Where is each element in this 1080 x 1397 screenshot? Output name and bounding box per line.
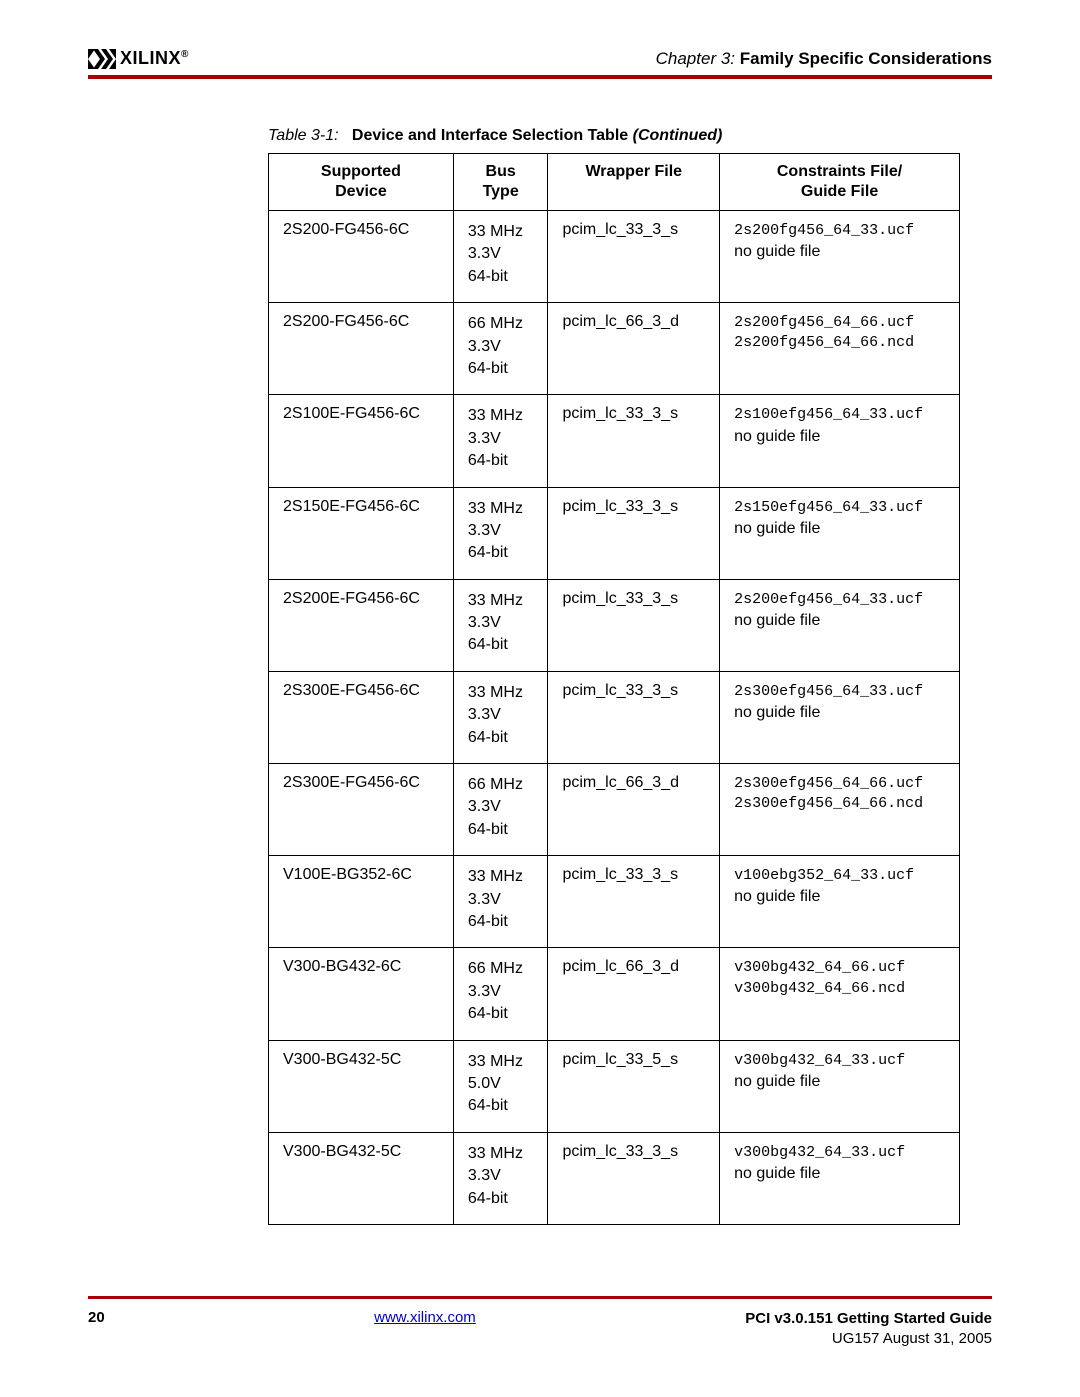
cell-constraints-file: 2s300efg456_64_66.ucf2s300efg456_64_66.n… bbox=[720, 764, 960, 856]
cell-wrapper-file: pcim_lc_33_3_s bbox=[548, 395, 720, 487]
table-row: 2S200E-FG456-6C33 MHz3.3V64-bitpcim_lc_3… bbox=[269, 579, 960, 671]
table-row: 2S100E-FG456-6C33 MHz3.3V64-bitpcim_lc_3… bbox=[269, 395, 960, 487]
cell-bus-type: 33 MHz3.3V64-bit bbox=[453, 395, 548, 487]
cell-wrapper-file: pcim_lc_66_3_d bbox=[548, 303, 720, 395]
col-header-device: SupportedDevice bbox=[269, 154, 454, 211]
logo-text: XILINX® bbox=[120, 48, 189, 69]
table-caption: Table 3-1: Device and Interface Selectio… bbox=[268, 127, 992, 145]
table-row: V300-BG432-5C33 MHz3.3V64-bitpcim_lc_33_… bbox=[269, 1132, 960, 1224]
col-header-wrapper: Wrapper File bbox=[548, 154, 720, 211]
cell-constraints-file: 2s300efg456_64_33.ucfno guide file bbox=[720, 671, 960, 763]
col-header-bus: BusType bbox=[453, 154, 548, 211]
cell-constraints-file: 2s200fg456_64_66.ucf2s200fg456_64_66.ncd bbox=[720, 303, 960, 395]
cell-device: V300-BG432-5C bbox=[269, 1132, 454, 1224]
header-rule bbox=[88, 75, 992, 79]
cell-device: 2S200-FG456-6C bbox=[269, 211, 454, 303]
page-footer: 20 www.xilinx.com PCI v3.0.151 Getting S… bbox=[88, 1296, 992, 1350]
chapter-name: Family Specific Considerations bbox=[740, 49, 992, 68]
cell-bus-type: 66 MHz3.3V64-bit bbox=[453, 764, 548, 856]
logo-name: XILINX bbox=[120, 48, 181, 68]
cell-bus-type: 33 MHz5.0V64-bit bbox=[453, 1040, 548, 1132]
cell-device: V300-BG432-5C bbox=[269, 1040, 454, 1132]
cell-constraints-file: v300bg432_64_33.ucfno guide file bbox=[720, 1132, 960, 1224]
cell-wrapper-file: pcim_lc_66_3_d bbox=[548, 764, 720, 856]
cell-device: V100E-BG352-6C bbox=[269, 856, 454, 948]
logo-registered-mark: ® bbox=[181, 49, 189, 60]
cell-device: V300-BG432-6C bbox=[269, 948, 454, 1040]
table-row: 2S200-FG456-6C66 MHz3.3V64-bitpcim_lc_66… bbox=[269, 303, 960, 395]
device-selection-table: SupportedDevice BusType Wrapper File Con… bbox=[268, 153, 960, 1225]
cell-bus-type: 33 MHz3.3V64-bit bbox=[453, 211, 548, 303]
cell-constraints-file: 2s100efg456_64_33.ucfno guide file bbox=[720, 395, 960, 487]
cell-wrapper-file: pcim_lc_33_3_s bbox=[548, 671, 720, 763]
doc-title: PCI v3.0.151 Getting Started Guide bbox=[745, 1309, 992, 1329]
cell-constraints-file: v100ebg352_64_33.ucfno guide file bbox=[720, 856, 960, 948]
cell-wrapper-file: pcim_lc_33_3_s bbox=[548, 579, 720, 671]
table-row: 2S300E-FG456-6C33 MHz3.3V64-bitpcim_lc_3… bbox=[269, 671, 960, 763]
cell-wrapper-file: pcim_lc_33_3_s bbox=[548, 487, 720, 579]
chapter-label: Chapter 3: bbox=[656, 49, 735, 68]
footer-rule bbox=[88, 1296, 992, 1299]
cell-wrapper-file: pcim_lc_66_3_d bbox=[548, 948, 720, 1040]
caption-suffix: (Continued) bbox=[633, 127, 723, 144]
cell-device: 2S150E-FG456-6C bbox=[269, 487, 454, 579]
chapter-title: Chapter 3: Family Specific Consideration… bbox=[656, 49, 992, 69]
table-row: V100E-BG352-6C33 MHz3.3V64-bitpcim_lc_33… bbox=[269, 856, 960, 948]
table-row: 2S150E-FG456-6C33 MHz3.3V64-bitpcim_lc_3… bbox=[269, 487, 960, 579]
cell-device: 2S300E-FG456-6C bbox=[269, 764, 454, 856]
page-number: 20 bbox=[88, 1309, 105, 1326]
col-header-constraints: Constraints File/Guide File bbox=[720, 154, 960, 211]
table-row: 2S200-FG456-6C33 MHz3.3V64-bitpcim_lc_33… bbox=[269, 211, 960, 303]
xilinx-logo: XILINX® bbox=[88, 48, 189, 69]
cell-bus-type: 33 MHz3.3V64-bit bbox=[453, 1132, 548, 1224]
cell-bus-type: 66 MHz3.3V64-bit bbox=[453, 948, 548, 1040]
cell-wrapper-file: pcim_lc_33_3_s bbox=[548, 856, 720, 948]
cell-device: 2S300E-FG456-6C bbox=[269, 671, 454, 763]
doc-subtitle: UG157 August 31, 2005 bbox=[745, 1329, 992, 1349]
xilinx-logo-icon bbox=[88, 49, 116, 69]
cell-device: 2S200-FG456-6C bbox=[269, 303, 454, 395]
cell-constraints-file: 2s200fg456_64_33.ucfno guide file bbox=[720, 211, 960, 303]
cell-constraints-file: v300bg432_64_33.ucfno guide file bbox=[720, 1040, 960, 1132]
cell-wrapper-file: pcim_lc_33_3_s bbox=[548, 1132, 720, 1224]
footer-doc-info: PCI v3.0.151 Getting Started Guide UG157… bbox=[745, 1309, 992, 1350]
table-row: 2S300E-FG456-6C66 MHz3.3V64-bitpcim_lc_6… bbox=[269, 764, 960, 856]
table-row: V300-BG432-5C33 MHz5.0V64-bitpcim_lc_33_… bbox=[269, 1040, 960, 1132]
cell-constraints-file: 2s150efg456_64_33.ucfno guide file bbox=[720, 487, 960, 579]
cell-constraints-file: 2s200efg456_64_33.ucfno guide file bbox=[720, 579, 960, 671]
table-row: V300-BG432-6C66 MHz3.3V64-bitpcim_lc_66_… bbox=[269, 948, 960, 1040]
cell-bus-type: 33 MHz3.3V64-bit bbox=[453, 671, 548, 763]
xilinx-link[interactable]: www.xilinx.com bbox=[374, 1309, 476, 1326]
cell-bus-type: 33 MHz3.3V64-bit bbox=[453, 579, 548, 671]
cell-bus-type: 66 MHz3.3V64-bit bbox=[453, 303, 548, 395]
footer-link-wrap: www.xilinx.com bbox=[374, 1309, 476, 1326]
caption-prefix: Table 3-1: bbox=[268, 127, 339, 144]
table-header-row: SupportedDevice BusType Wrapper File Con… bbox=[269, 154, 960, 211]
cell-device: 2S100E-FG456-6C bbox=[269, 395, 454, 487]
page-header: XILINX® Chapter 3: Family Specific Consi… bbox=[88, 48, 992, 69]
cell-constraints-file: v300bg432_64_66.ucfv300bg432_64_66.ncd bbox=[720, 948, 960, 1040]
cell-wrapper-file: pcim_lc_33_5_s bbox=[548, 1040, 720, 1132]
cell-device: 2S200E-FG456-6C bbox=[269, 579, 454, 671]
cell-bus-type: 33 MHz3.3V64-bit bbox=[453, 856, 548, 948]
cell-wrapper-file: pcim_lc_33_3_s bbox=[548, 211, 720, 303]
cell-bus-type: 33 MHz3.3V64-bit bbox=[453, 487, 548, 579]
caption-title: Device and Interface Selection Table bbox=[352, 127, 628, 144]
